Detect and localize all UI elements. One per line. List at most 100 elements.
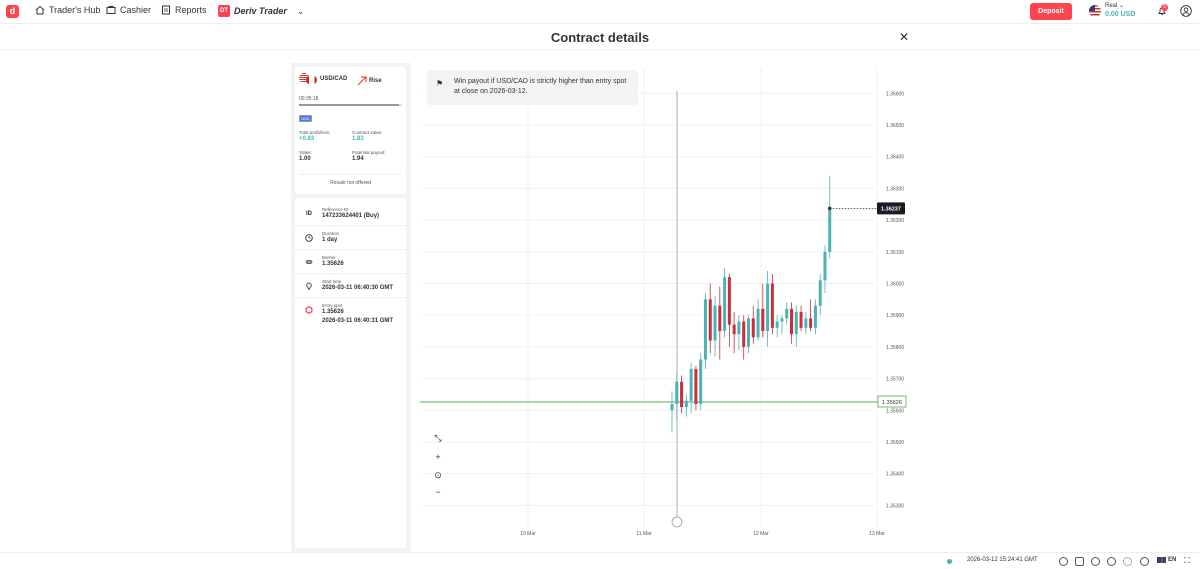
flag-icon: ⚑ — [436, 79, 444, 88]
id-icon: ID — [306, 211, 312, 217]
nav-cashier[interactable]: Cashier — [106, 5, 151, 15]
nav-traders-hub-label: Trader's Hub — [49, 5, 101, 15]
zoom-in-icon[interactable]: + — [435, 452, 441, 462]
theme-toggle-icon[interactable] — [1123, 557, 1132, 566]
duration-value: 1 day — [322, 237, 338, 243]
chevron-down-icon: ⌄ — [1119, 3, 1125, 9]
account-balance: 0.00 USD — [1105, 11, 1136, 18]
y-tick-label: 1.35600 — [886, 408, 904, 414]
language-label: EN — [1168, 557, 1177, 563]
chat-icon[interactable] — [1075, 557, 1084, 566]
stake: Stake: 1.00 — [299, 150, 312, 162]
contract-card: USD/CAD Rise 00:35:18 USD Total profit/l… — [295, 67, 406, 194]
current-price-label: 1.36237 — [881, 206, 901, 212]
nav-cashier-label: Cashier — [120, 5, 152, 15]
y-tick-label: 1.35500 — [886, 440, 904, 446]
dtrader-badge-icon: DT — [218, 5, 230, 17]
usd-cad-flag-icon — [299, 73, 317, 85]
y-tick-label: 1.36000 — [886, 281, 904, 287]
help-icon[interactable] — [1140, 557, 1149, 566]
footer: 2026-03-12 15:24:41 GMT EN ⛶ — [0, 552, 1200, 569]
candle-body — [794, 312, 798, 335]
y-tick-label: 1.36400 — [886, 155, 904, 161]
account-switcher[interactable]: Real ⌄ 0.00 USD — [1105, 2, 1135, 18]
fullscreen-icon[interactable]: ⛶ — [1184, 556, 1190, 565]
candle-body — [818, 280, 822, 306]
y-tick-label: 1.35300 — [886, 503, 904, 509]
responsible-trading-icon[interactable] — [1091, 557, 1100, 566]
total-profit-loss-label: Total profit/loss: — [299, 130, 331, 135]
total-profit-loss: Total profit/loss: +0.83 — [299, 130, 330, 142]
progress-fill — [299, 104, 399, 106]
candle-body — [727, 277, 731, 325]
candle-body — [723, 277, 727, 332]
stake-value: 1.00 — [299, 156, 311, 162]
symbol-info: USD/CAD — [299, 73, 347, 85]
uk-flag-icon — [1157, 557, 1166, 563]
entry-spot-label: Entry spot — [322, 303, 343, 308]
candle-body — [670, 403, 674, 411]
candle-body — [799, 312, 803, 328]
start-time-value: 2026-03-11 06:40:30 GMT — [322, 285, 394, 291]
crosshair-icon[interactable]: ⊙ — [434, 470, 442, 480]
candle-body — [746, 318, 750, 347]
reports-icon — [162, 5, 170, 15]
nav-reports[interactable]: Reports — [161, 5, 207, 15]
top-navbar: d Trader's Hub Cashier Reports DT Deriv … — [0, 0, 1200, 24]
candle-body — [770, 283, 774, 328]
start-time-label: Start time — [322, 279, 342, 284]
potential-payout: Potential payout: 1.94 — [352, 150, 386, 162]
potential-payout-value: 1.94 — [352, 156, 364, 162]
candle-body — [680, 381, 684, 408]
app-name: Deriv Trader — [234, 6, 287, 16]
start-time-marker-icon — [671, 516, 683, 528]
price-chart[interactable]: 1.36600 1.36500 1.36400 1.36300 1.36200 1.361… — [420, 63, 1200, 552]
barrier-label: Barrier — [322, 255, 336, 260]
app-switcher[interactable]: DT Deriv Trader ⌄ — [218, 5, 304, 17]
reference-value: 147233624401 (Buy) — [322, 213, 380, 219]
account-limits-icon[interactable] — [1107, 557, 1116, 566]
whatsapp-icon[interactable] — [1059, 557, 1068, 566]
page-title: Contract details — [550, 30, 650, 45]
nav-traders-hub[interactable]: Trader's Hub — [35, 5, 100, 15]
candle-body — [703, 299, 707, 360]
rise-arrow-icon — [357, 76, 367, 86]
deposit-button[interactable]: Deposit — [1030, 3, 1072, 20]
deriv-logo-icon[interactable]: d — [6, 5, 19, 18]
nav-reports-label: Reports — [175, 5, 207, 15]
duration-label: Duration — [322, 231, 340, 236]
candle-body — [775, 321, 779, 328]
us-flag-icon — [1089, 5, 1101, 17]
chevron-down-icon: ⌄ — [296, 5, 305, 16]
contract-value-value: 1.83 — [352, 136, 364, 142]
server-time: 2026-03-12 15:24:41 GMT — [967, 557, 1038, 563]
language-selector[interactable]: EN — [1157, 557, 1176, 563]
user-account-icon[interactable] — [1180, 5, 1192, 17]
resale-status: Resale not offered — [330, 180, 371, 186]
x-tick-label: 10 Mar — [520, 531, 536, 537]
barrier-price-label: 1.35626 — [882, 400, 902, 406]
reset-view-icon[interactable]: ⤡ — [434, 433, 442, 443]
contract-value-label: Contract value: — [352, 130, 383, 135]
candle-body — [684, 400, 688, 408]
detail-reference: ID Reference ID 147233624401 (Buy) — [295, 202, 406, 226]
candle-body — [828, 207, 832, 252]
entry-spot-icon — [305, 306, 313, 314]
close-icon[interactable]: ✕ — [899, 30, 910, 44]
detail-start-time: Start time 2026-03-11 06:40:30 GMT — [295, 274, 406, 298]
connection-status-icon — [947, 559, 952, 564]
x-tick-label: 13 Mar — [869, 531, 885, 537]
candle-body — [813, 305, 817, 328]
home-icon — [35, 5, 45, 15]
reference-label: Reference ID — [322, 207, 349, 212]
account-type: Real — [1105, 3, 1118, 9]
y-tick-label: 1.36200 — [886, 218, 904, 224]
candle-body — [689, 369, 693, 401]
y-tick-label: 1.35800 — [886, 345, 904, 351]
y-tick-label: 1.36100 — [886, 250, 904, 256]
barrier-price-tag — [877, 395, 907, 408]
divider — [299, 174, 402, 175]
current-price-tag — [877, 202, 905, 215]
symbol-name: USD/CAD — [320, 76, 348, 82]
zoom-out-icon[interactable]: − — [435, 487, 441, 497]
